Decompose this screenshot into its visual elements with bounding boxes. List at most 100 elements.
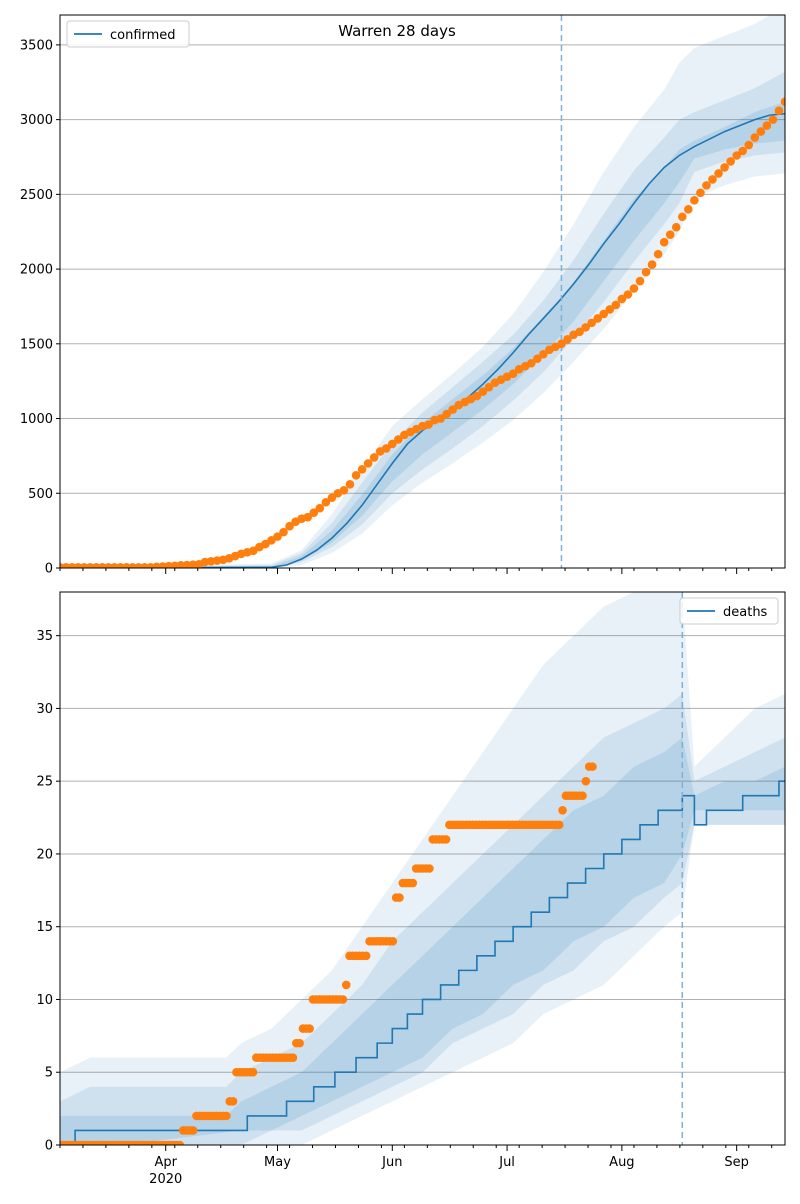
plot-background bbox=[60, 15, 785, 568]
y-tick-label: 5 bbox=[45, 1066, 53, 1081]
observed-point bbox=[248, 1067, 258, 1077]
uncertainty-band-outer bbox=[60, 15, 785, 568]
observed-point bbox=[315, 503, 325, 513]
observed-point bbox=[295, 1038, 304, 1048]
observed-point bbox=[623, 290, 633, 299]
observed-point bbox=[690, 196, 699, 205]
observed-point bbox=[448, 405, 458, 414]
observed-point bbox=[677, 212, 687, 222]
observed-point bbox=[558, 805, 567, 815]
y-tick-label: 25 bbox=[36, 775, 53, 790]
x-tick-sublabel: 2020 bbox=[149, 1172, 182, 1187]
x-tick-label: Aug bbox=[609, 1155, 634, 1170]
observed-point bbox=[175, 1140, 185, 1145]
observed-point bbox=[635, 276, 645, 286]
observed-point bbox=[684, 204, 693, 214]
observed-point bbox=[222, 1111, 231, 1121]
uncertainty-band-inner bbox=[60, 737, 785, 1145]
y-tick-label: 0 bbox=[45, 1139, 53, 1154]
observed-point bbox=[388, 936, 398, 946]
observed-point bbox=[394, 435, 403, 444]
observed-point bbox=[188, 1126, 198, 1135]
observed-point bbox=[351, 471, 361, 480]
observed-point bbox=[305, 1024, 314, 1033]
uncertainty-band-middle bbox=[60, 693, 785, 1145]
observed-point bbox=[647, 260, 657, 269]
observed-point bbox=[363, 459, 373, 468]
observed-point bbox=[484, 382, 494, 392]
observed-point bbox=[387, 439, 397, 449]
observed-point bbox=[303, 512, 313, 522]
observed-point bbox=[599, 309, 609, 319]
observed-point bbox=[708, 175, 717, 184]
observed-point bbox=[588, 762, 597, 771]
observed-point bbox=[395, 893, 404, 902]
observed-point bbox=[629, 284, 639, 293]
observed-point bbox=[653, 249, 663, 259]
observed-point bbox=[750, 133, 760, 142]
observed-point bbox=[273, 532, 282, 541]
observed-point bbox=[408, 878, 418, 888]
y-tick-label: 500 bbox=[28, 487, 53, 502]
observed-point bbox=[339, 485, 349, 495]
observed-point bbox=[532, 354, 542, 364]
observed-point bbox=[321, 497, 331, 507]
axes-frame bbox=[59, 14, 786, 569]
y-tick-label: 2000 bbox=[20, 263, 53, 278]
observed-point bbox=[357, 465, 367, 474]
observed-point bbox=[665, 230, 675, 240]
observed-point bbox=[381, 444, 391, 453]
observed-point bbox=[605, 305, 615, 314]
observed-point bbox=[793, 81, 800, 90]
observed-point bbox=[228, 1097, 238, 1106]
legend-label: deaths bbox=[723, 605, 768, 620]
observed-point bbox=[762, 121, 772, 130]
observed-point bbox=[563, 335, 572, 344]
observed-point bbox=[472, 391, 482, 401]
observed-point bbox=[436, 414, 445, 423]
x-tick-label: Jul bbox=[498, 1155, 515, 1170]
x-tick-label: Apr bbox=[154, 1155, 177, 1170]
plot-area bbox=[60, 15, 800, 568]
x-tick-label: Jun bbox=[381, 1155, 402, 1170]
observed-point bbox=[714, 169, 723, 178]
observed-point bbox=[611, 300, 621, 310]
y-tick-label: 3500 bbox=[20, 38, 53, 53]
observed-point bbox=[738, 146, 748, 156]
observed-point bbox=[617, 294, 627, 304]
observed-point bbox=[720, 163, 729, 172]
observed-point bbox=[442, 409, 451, 419]
observed-point bbox=[309, 508, 319, 517]
y-tick-label: 1500 bbox=[20, 337, 53, 352]
legend-label: confirmed bbox=[110, 28, 176, 43]
observed-point bbox=[732, 151, 741, 160]
y-tick-label: 30 bbox=[36, 702, 53, 717]
uncertainty-band-middle bbox=[60, 71, 785, 568]
observed-point bbox=[696, 188, 705, 198]
observed-point bbox=[285, 521, 294, 531]
confirmed-panel: 0 500 1000 1500 2000 2500 3000 3500 confirmed War… bbox=[20, 14, 800, 577]
observed-point bbox=[188, 560, 198, 568]
observed-point bbox=[581, 776, 591, 786]
y-tick-label: 35 bbox=[36, 629, 53, 644]
y-tick-label: 15 bbox=[36, 920, 53, 935]
observed-point bbox=[508, 369, 518, 379]
observed-point bbox=[338, 995, 348, 1004]
observed-point bbox=[557, 339, 566, 349]
observed-point bbox=[726, 157, 735, 166]
deaths-panel: 0 5 10 15 20 25 30 35 deaths Apr 2020 May Jun Jul Aug S… bbox=[36, 591, 786, 1187]
y-tick-label: 2500 bbox=[20, 188, 53, 203]
observed-point bbox=[787, 87, 796, 96]
y-tick-label: 10 bbox=[36, 993, 53, 1008]
observed-point bbox=[593, 314, 603, 323]
observed-point bbox=[702, 181, 711, 190]
observed-point bbox=[345, 480, 355, 489]
observed-point bbox=[575, 327, 584, 337]
observed-point bbox=[424, 420, 433, 429]
observed-point bbox=[341, 980, 351, 990]
legend-box bbox=[66, 20, 190, 48]
observed-point bbox=[327, 493, 337, 503]
observed-point bbox=[587, 318, 596, 328]
axes-frame bbox=[59, 591, 786, 1146]
